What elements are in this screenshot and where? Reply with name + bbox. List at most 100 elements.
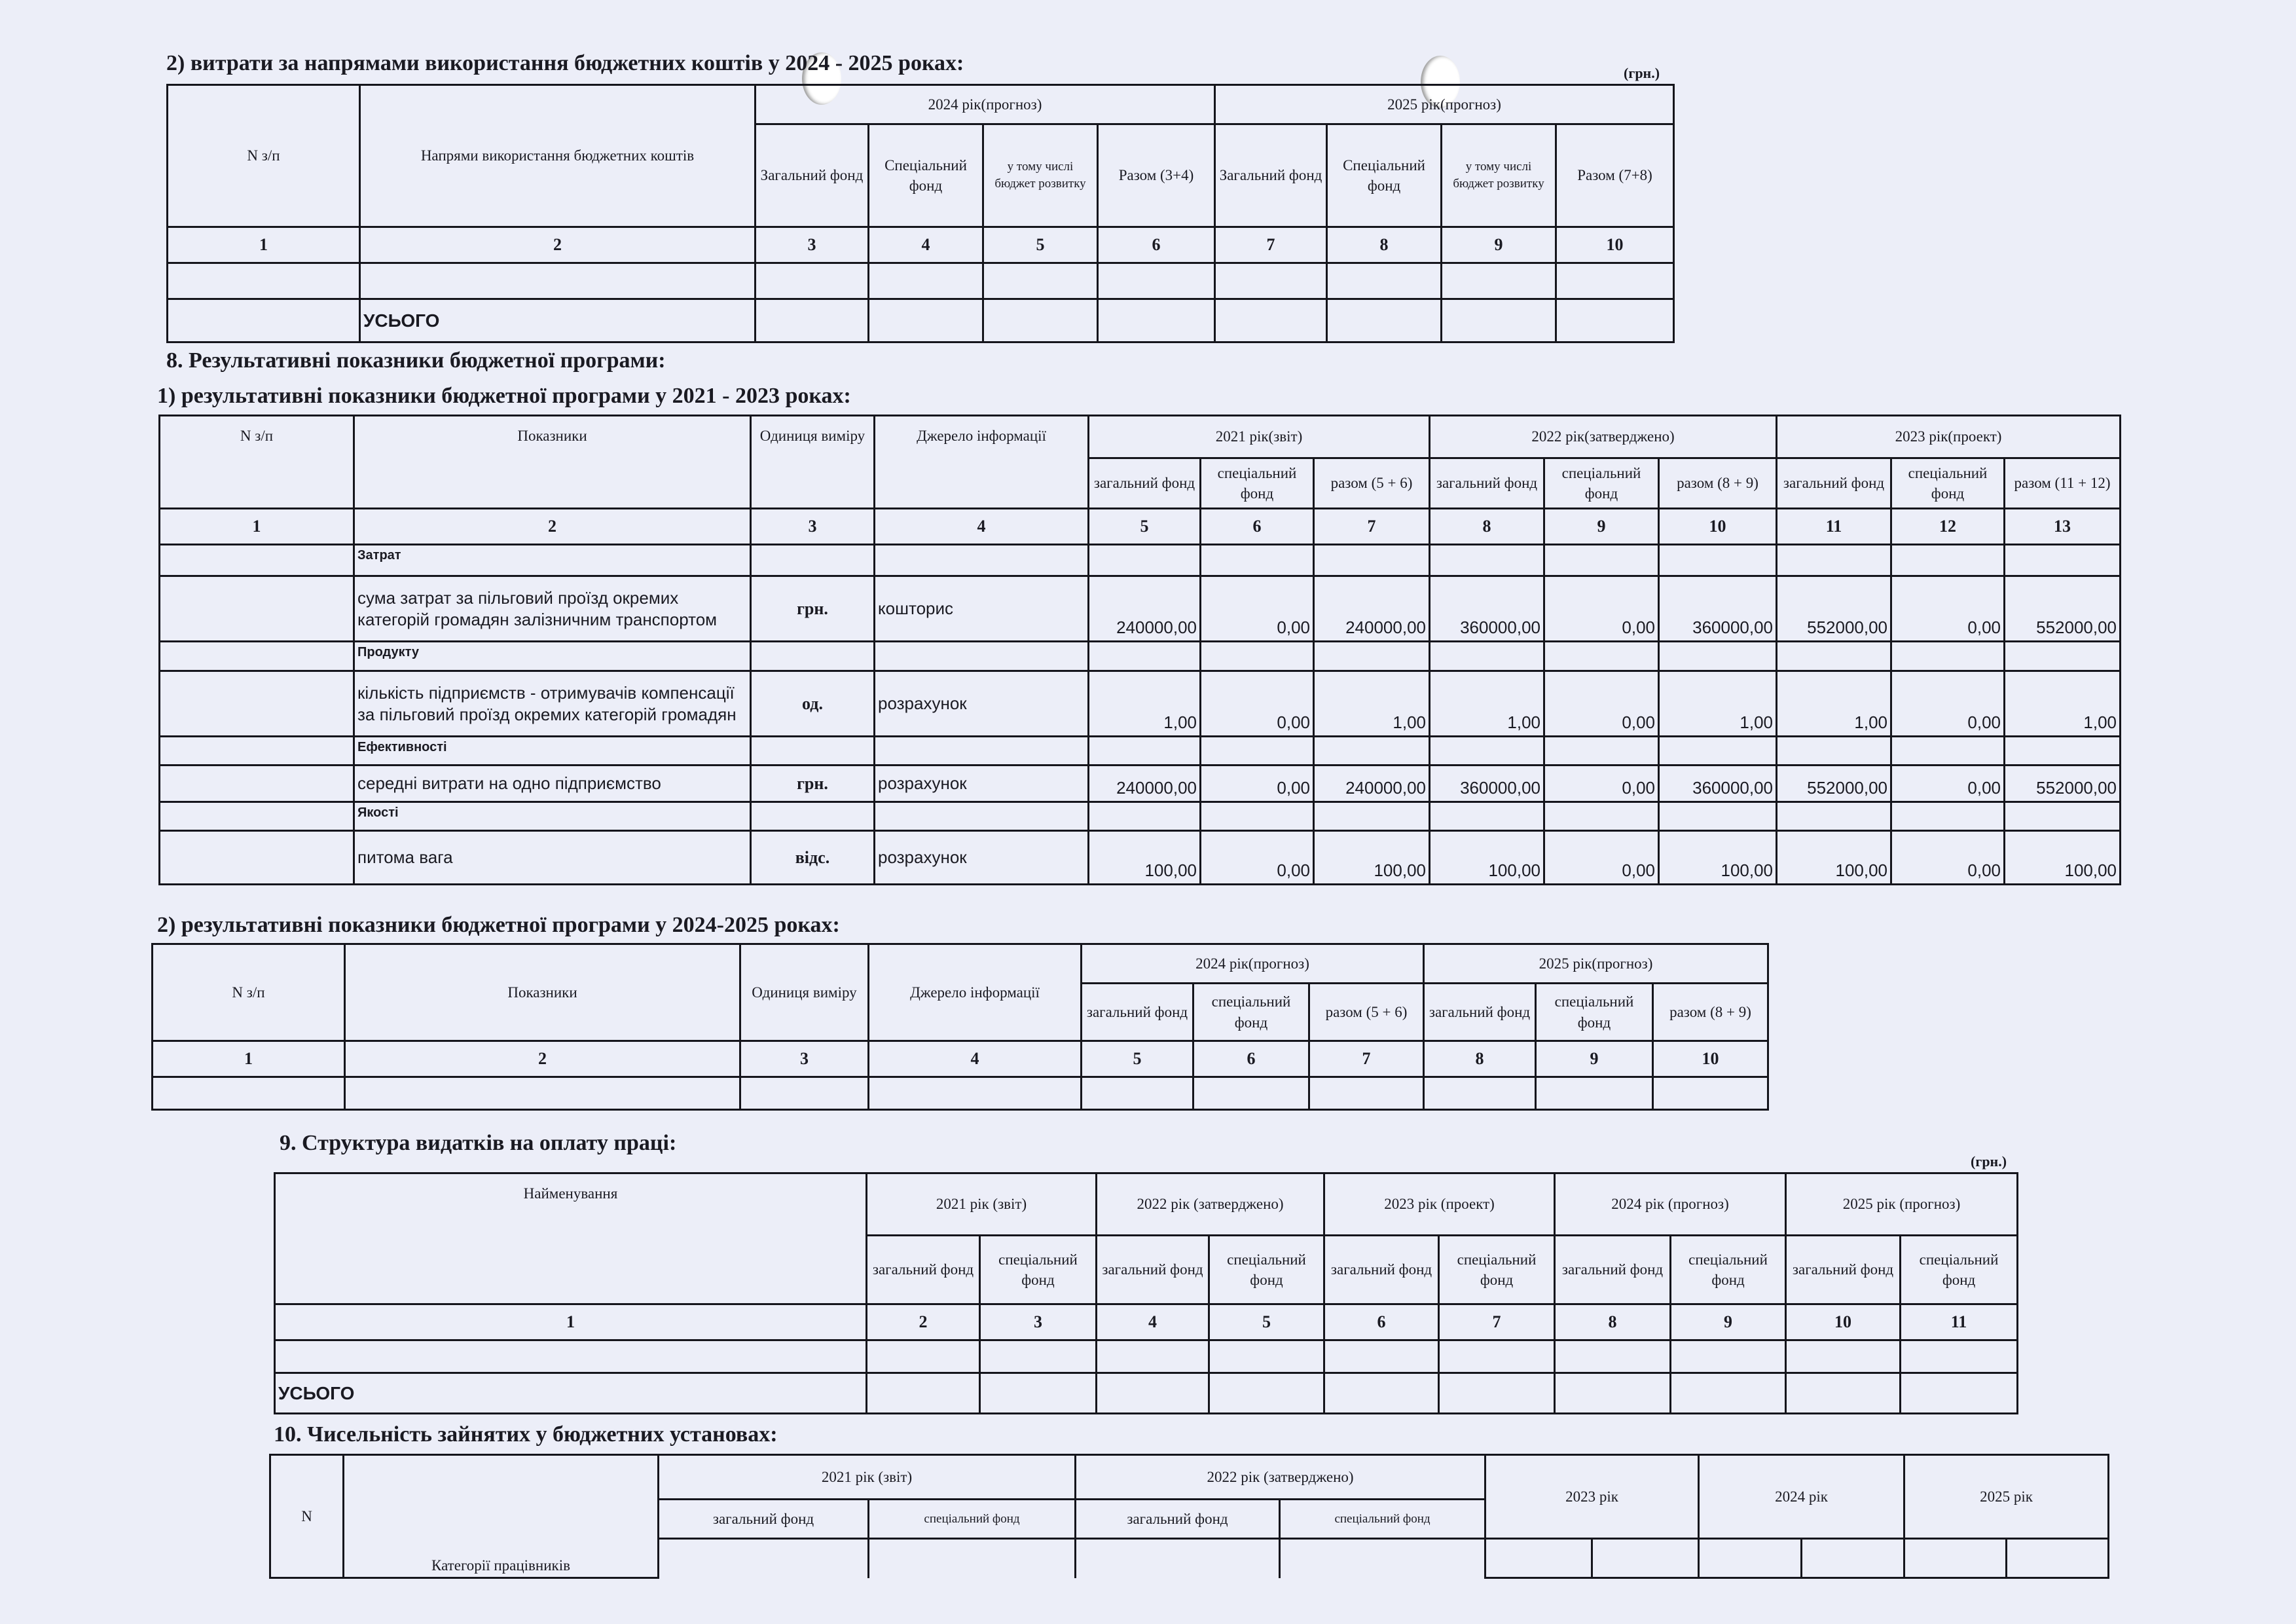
value-cell: 360000,00 (1657, 764, 1778, 803)
table-cell (873, 735, 1089, 766)
col-n: N з/п (151, 943, 346, 1042)
table-cell (2003, 801, 2122, 832)
total-row: УСЬОГО (274, 1372, 2019, 1414)
column-number: 8 (1326, 226, 1443, 264)
col-gen: загальний фонд (1080, 982, 1194, 1042)
col-sum: Разом (7+8) (1555, 123, 1675, 228)
total-label: УСЬОГО (359, 298, 756, 343)
value-cell: 100,00 (1313, 830, 1430, 885)
col-gen: загальний фонд (1087, 457, 1201, 509)
unit-cell: грн. (750, 764, 875, 803)
column-number: 10 (1555, 226, 1675, 264)
value-cell: 1,00 (1657, 670, 1778, 737)
table-cell (750, 801, 875, 832)
table-cell (1313, 544, 1430, 577)
unit-label: (грн.) (1624, 65, 1660, 81)
column-number: 6 (1199, 507, 1315, 545)
indicator-name: питома вага (353, 830, 752, 885)
col-gen: загальний фонд (1423, 982, 1537, 1042)
column-number: 7 (1438, 1303, 1556, 1341)
table-cell (1652, 1076, 1769, 1111)
column-number: 1 (274, 1303, 867, 1341)
column-number: 3 (739, 1040, 869, 1078)
table-cell (873, 544, 1089, 577)
column-number: 1 (151, 1040, 346, 1078)
table-cell (750, 735, 875, 766)
col-sum: Разом (3+4) (1096, 123, 1216, 228)
value-cell: 1,00 (1776, 670, 1893, 737)
section-title: 10. Чисельність зайнятих у бюджетних уст… (274, 1422, 778, 1447)
table-cell (151, 1076, 346, 1111)
column-number: 8 (1554, 1303, 1672, 1341)
table-cell (1899, 1339, 2019, 1374)
source-cell: розрахунок (873, 764, 1089, 803)
budget-directions-table: N з/п Напрями використання бюджетних кошт… (166, 84, 1675, 343)
col-gen: Загальний фонд (1214, 123, 1328, 228)
col-2024: 2024 рік(прогноз) (1080, 943, 1425, 984)
total-row: УСЬОГО (166, 298, 1675, 343)
col-dev: у тому числі бюджет розвитку (1440, 123, 1558, 228)
table-cell (1543, 544, 1660, 577)
value-cell: 552000,00 (1776, 764, 1893, 803)
column-number: 5 (1207, 1303, 1326, 1341)
column-number: 2 (353, 507, 752, 545)
table-cell (1096, 262, 1216, 300)
table-cell (1423, 1076, 1537, 1111)
table-cell (1776, 735, 1893, 766)
value-cell: 360000,00 (1429, 575, 1545, 642)
table-cell (359, 262, 756, 300)
column-number: 10 (1652, 1040, 1769, 1078)
col-n: N з/п (166, 84, 361, 228)
table-cell (1326, 262, 1443, 300)
table-cell (158, 830, 355, 885)
table-cell (750, 640, 875, 672)
col-spec: спеціальний фонд (1543, 457, 1660, 509)
unit-cell: од. (750, 670, 875, 737)
table-cell (1438, 1339, 1556, 1374)
value-cell: 1,00 (1313, 670, 1430, 737)
table-cell (867, 262, 984, 300)
table-cell (1440, 262, 1558, 300)
table-cell (1313, 735, 1430, 766)
col-spec: Спеціальний фонд (867, 123, 984, 228)
col-2025: 2025 рік(прогноз) (1214, 84, 1675, 125)
column-number: 8 (1429, 507, 1545, 545)
table-cell (2003, 640, 2122, 672)
col-gen: загальний фонд (866, 1234, 981, 1305)
table-cell (1095, 1339, 1210, 1374)
col-sum: разом (11 + 12) (2003, 457, 2122, 509)
value-cell: 0,00 (1543, 575, 1660, 642)
column-number: 11 (1899, 1303, 2019, 1341)
col-gen: загальний фонд (657, 1498, 869, 1540)
col-gen: загальний фонд (1323, 1234, 1440, 1305)
column-number: 9 (1543, 507, 1660, 545)
table-cell (754, 262, 869, 300)
value-cell: 0,00 (1199, 575, 1315, 642)
col-spec: спеціальний фонд (1669, 1234, 1787, 1305)
column-number: 3 (750, 507, 875, 545)
table-cell (1207, 1339, 1326, 1374)
col-spec: спеціальний фонд (867, 1498, 1076, 1540)
value-cell: 0,00 (1543, 764, 1660, 803)
col-gen: Загальний фонд (754, 123, 869, 228)
column-number: 10 (1785, 1303, 1902, 1341)
column-number: 3 (754, 226, 869, 264)
value-cell: 360000,00 (1657, 575, 1778, 642)
value-cell: 1,00 (1429, 670, 1545, 737)
column-numbers-row: 1 2 3 4 5 6 7 8 9 10 11 12 13 (158, 507, 2122, 545)
column-number: 3 (979, 1303, 1097, 1341)
column-number: 6 (1323, 1303, 1440, 1341)
table-cell (1192, 1076, 1310, 1111)
column-number: 4 (873, 507, 1089, 545)
table-cell (158, 670, 355, 737)
col-2023: 2023 рік (1484, 1454, 1700, 1540)
unit-label: (грн.) (1971, 1153, 2007, 1170)
table-cell (158, 764, 355, 803)
column-number: 5 (1080, 1040, 1194, 1078)
value-cell: 552000,00 (1776, 575, 1893, 642)
value-cell: 100,00 (1776, 830, 1893, 885)
table-row (166, 262, 1675, 300)
table-cell (1543, 801, 1660, 832)
col-2023: 2023 рік (проект) (1323, 1172, 1556, 1236)
column-number: 1 (158, 507, 355, 545)
